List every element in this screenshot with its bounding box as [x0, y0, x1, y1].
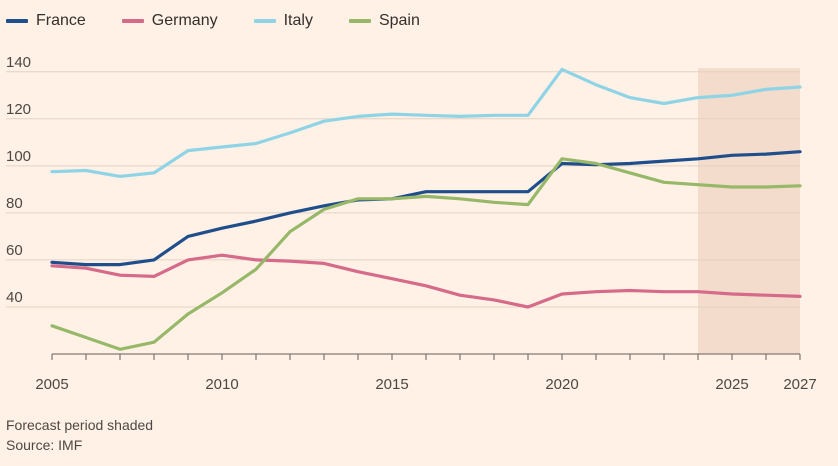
y-tick-label: 140 [6, 54, 31, 71]
legend-label: Italy [283, 12, 313, 29]
y-tick-label: 80 [6, 195, 23, 212]
x-tick-label: 2027 [783, 376, 816, 393]
forecast-note: Forecast period shaded [6, 417, 154, 433]
x-tick-label: 2015 [375, 376, 408, 393]
legend-swatch [348, 19, 371, 23]
legend-item-spain: Spain [348, 12, 420, 30]
series-line-germany [50, 253, 802, 309]
x-tick-label: 2025 [715, 376, 748, 393]
y-tick-label: 120 [6, 101, 31, 118]
legend-item-germany: Germany [121, 12, 218, 30]
legend-swatch [253, 19, 276, 23]
legend-item-italy: Italy [253, 12, 313, 30]
x-tick-label: 2010 [205, 376, 238, 393]
forecast-shade [698, 68, 800, 355]
y-tick-label: 60 [6, 242, 23, 259]
legend-swatch [6, 19, 28, 23]
x-tick-label: 2020 [545, 376, 578, 393]
legend-label: France [36, 12, 86, 29]
legend-label: Germany [151, 12, 218, 29]
legend-swatch [121, 19, 144, 23]
series-line-italy [50, 67, 802, 178]
legend-label: Spain [378, 12, 420, 29]
series-line-spain [50, 157, 802, 351]
legend-item-france: France [6, 12, 86, 30]
x-tick-label: 2005 [35, 376, 68, 393]
chart-legend: France Germany Italy Spain [6, 12, 456, 30]
y-tick-label: 40 [6, 289, 23, 306]
source-note: Source: IMF [6, 437, 83, 453]
y-tick-label: 100 [6, 148, 31, 165]
series-line-france [50, 150, 802, 267]
